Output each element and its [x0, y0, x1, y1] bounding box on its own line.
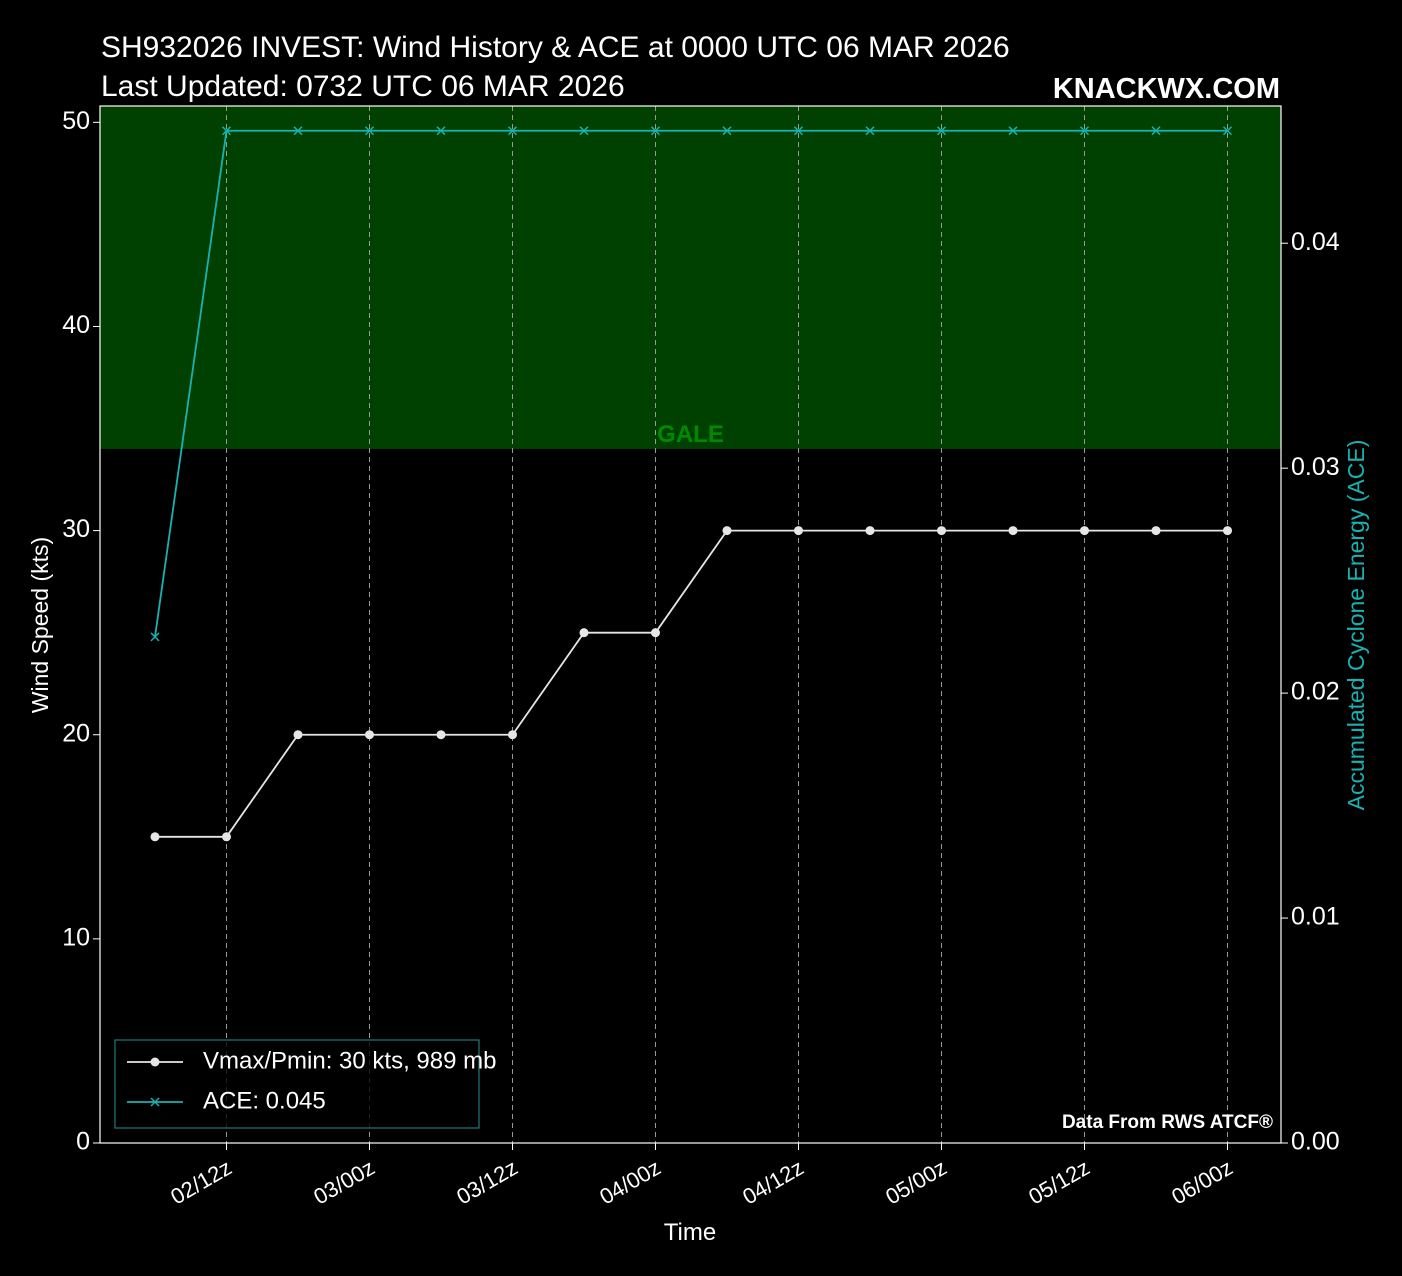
y2-tick-label: 0.01 — [1291, 903, 1340, 931]
brand: KNACKWX.COM — [1053, 73, 1280, 105]
plot-frame — [99, 105, 1282, 1144]
y2-tick-label: 0.03 — [1291, 453, 1340, 481]
data-point — [1223, 526, 1232, 536]
chart-subtitle: Last Updated: 0732 UTC 06 MAR 2026 — [101, 70, 625, 103]
chart-title: SH932026 INVEST: Wind History & ACE at 0… — [101, 31, 1010, 64]
band-label: GALE — [657, 421, 724, 448]
x-tick-label: 05/12z — [1024, 1155, 1094, 1210]
legend-label: Vmax/Pmin: 30 kts, 989 mb — [203, 1047, 496, 1074]
data-point — [150, 832, 160, 842]
data-point — [365, 730, 374, 740]
y-tick-label: 0 — [76, 1128, 90, 1156]
data-point — [1151, 526, 1161, 536]
data-point — [650, 126, 661, 136]
y2-tick-label: 0.00 — [1291, 1128, 1340, 1156]
data-point — [150, 632, 160, 642]
data-point — [1079, 126, 1090, 136]
y2-axis-label: Accumulated Cyclone Energy (ACE) — [1343, 440, 1369, 811]
series-line — [154, 129, 1228, 637]
y2-tick-label: 0.02 — [1291, 678, 1340, 706]
data-point — [436, 730, 446, 740]
data-point — [364, 126, 375, 136]
data-point — [651, 628, 660, 638]
data-point — [436, 126, 446, 136]
y2-tick-label: 0.04 — [1291, 228, 1340, 256]
x-axis-label: Time — [664, 1219, 716, 1246]
y-tick-label: 10 — [62, 923, 90, 951]
data-point — [508, 730, 517, 740]
data-point — [293, 126, 303, 136]
data-point — [865, 126, 875, 136]
data-point — [1008, 126, 1018, 136]
data-point — [579, 628, 589, 638]
data-point — [579, 126, 589, 136]
data-point — [1080, 526, 1089, 536]
data-point — [722, 126, 732, 136]
y-axis-label: Wind Speed (kts) — [27, 537, 53, 713]
source-note: Data From RWS ATCF® — [1062, 1112, 1273, 1133]
legend-marker — [150, 1057, 160, 1067]
data-point — [221, 126, 232, 136]
x-tick-label: 04/12z — [738, 1155, 808, 1210]
y-tick-label: 30 — [62, 515, 90, 543]
data-point — [936, 126, 947, 136]
legend-marker — [150, 1097, 160, 1107]
x-tick-label: 04/00z — [595, 1155, 665, 1210]
x-tick-label: 05/00z — [881, 1155, 951, 1210]
series-line — [155, 529, 1228, 838]
y-tick-label: 20 — [62, 719, 90, 747]
data-point — [1151, 126, 1161, 136]
data-point — [1222, 126, 1233, 136]
data-point — [793, 126, 804, 136]
data-point — [1008, 526, 1018, 536]
x-tick-label: 03/12z — [452, 1155, 522, 1210]
legend-box — [114, 1039, 480, 1129]
data-point — [937, 526, 946, 536]
data-point — [507, 126, 518, 136]
data-point — [293, 730, 303, 740]
legend-label: ACE: 0.045 — [203, 1087, 326, 1114]
data-point — [722, 526, 732, 536]
x-tick-label: 02/12z — [166, 1155, 236, 1210]
x-tick-label: 06/00z — [1167, 1155, 1237, 1210]
data-point — [794, 526, 803, 536]
y-tick-label: 50 — [62, 107, 90, 135]
x-tick-label: 03/00z — [309, 1155, 379, 1210]
data-point — [865, 526, 875, 536]
y-tick-label: 40 — [62, 311, 90, 339]
band — [100, 106, 1281, 449]
data-point — [222, 832, 231, 842]
